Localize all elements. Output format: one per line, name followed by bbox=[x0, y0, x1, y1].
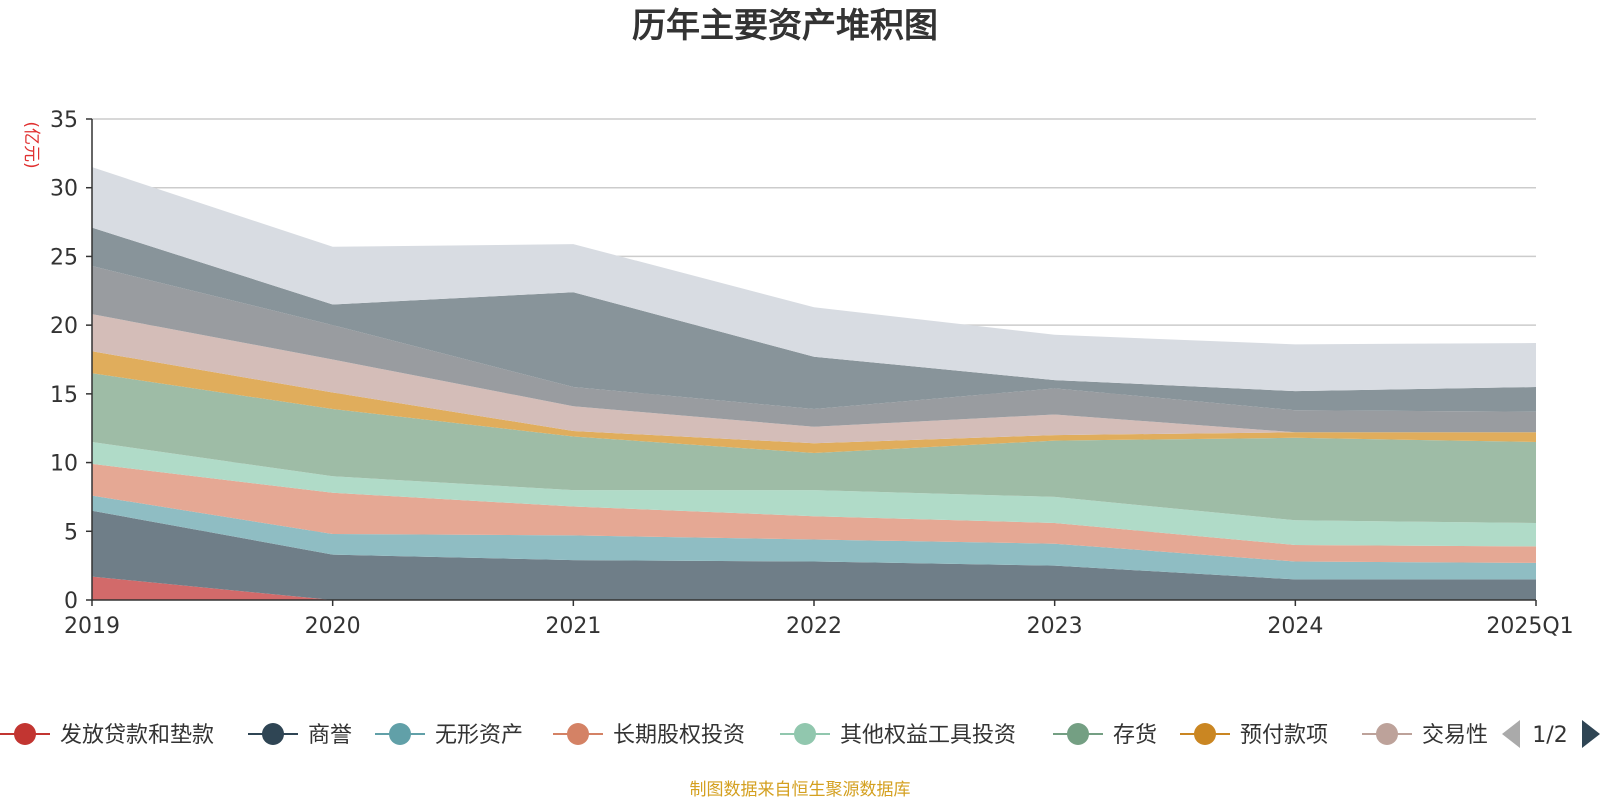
x-tick-label: 2025Q1 bbox=[1486, 614, 1573, 639]
legend-marker-icon bbox=[1376, 723, 1398, 745]
source-note: 制图数据来自恒生聚源数据库 bbox=[690, 780, 911, 800]
x-tick-label: 2021 bbox=[545, 614, 601, 639]
y-axis-ticks: 0 5 10 15 20 25 30 35 bbox=[50, 108, 92, 614]
legend-label: 预付款项 bbox=[1240, 723, 1328, 748]
legend-marker-icon bbox=[567, 723, 589, 745]
x-tick-label: 2024 bbox=[1267, 614, 1323, 639]
legend-marker-icon bbox=[389, 723, 411, 745]
area-series bbox=[92, 351, 1536, 453]
x-tick-label: 2023 bbox=[1027, 614, 1083, 639]
area-series bbox=[92, 266, 1536, 433]
area-series bbox=[92, 510, 1536, 600]
legend-label: 发放贷款和垫款 bbox=[60, 723, 214, 748]
legend-item[interactable]: 预付款项 bbox=[1180, 723, 1328, 748]
y-tick-label: 5 bbox=[64, 520, 78, 545]
x-tick-label: 2022 bbox=[786, 614, 842, 639]
legend-label: 无形资产 bbox=[435, 723, 523, 748]
legend-item[interactable]: 存货 bbox=[1053, 723, 1157, 748]
legend-pager: 1/2 bbox=[1502, 720, 1600, 748]
legend-marker-icon bbox=[262, 723, 284, 745]
legend-marker-icon bbox=[1194, 723, 1216, 745]
area-series bbox=[92, 495, 1536, 580]
legend-label: 长期股权投资 bbox=[613, 723, 745, 748]
x-axis-ticks: 2019 2020 2021 2022 2023 2024 2025Q1 bbox=[64, 600, 1574, 639]
legend-label: 其他权益工具投资 bbox=[840, 723, 1016, 748]
legend-item[interactable]: 无形资产 bbox=[375, 723, 523, 748]
legend-item[interactable]: 交易性 bbox=[1362, 723, 1488, 748]
y-tick-label: 15 bbox=[50, 383, 78, 408]
legend-page-indicator: 1/2 bbox=[1532, 723, 1567, 748]
stacked-areas bbox=[92, 167, 1536, 600]
legend-item[interactable]: 发放贷款和垫款 bbox=[0, 723, 214, 748]
legend-label: 存货 bbox=[1113, 723, 1157, 748]
area-series bbox=[92, 463, 1536, 563]
area-series bbox=[92, 576, 1536, 600]
legend-item[interactable]: 长期股权投资 bbox=[553, 723, 745, 748]
legend-item[interactable]: 其他权益工具投资 bbox=[780, 723, 1016, 748]
area-series bbox=[92, 373, 1536, 523]
area-series bbox=[92, 442, 1536, 547]
legend-marker-icon bbox=[794, 723, 816, 745]
area-series bbox=[92, 227, 1536, 412]
y-axis-unit-label: (亿元) bbox=[21, 121, 41, 168]
x-tick-label: 2019 bbox=[64, 614, 120, 639]
legend-next-page-icon[interactable] bbox=[1582, 720, 1600, 748]
chart-title: 历年主要资产堆积图 bbox=[632, 6, 938, 46]
legend: 发放贷款和垫款 商誉 无形资产 长期股权投资 其他权益工具投资 存货 预付款项 交易性 bbox=[0, 723, 1488, 748]
legend-label: 商誉 bbox=[308, 723, 352, 748]
y-tick-label: 25 bbox=[50, 245, 78, 270]
legend-label: 交易性 bbox=[1422, 723, 1488, 748]
y-tick-label: 0 bbox=[64, 589, 78, 614]
legend-prev-page-icon[interactable] bbox=[1502, 720, 1520, 748]
legend-item[interactable]: 商誉 bbox=[248, 723, 352, 748]
y-tick-label: 30 bbox=[50, 177, 78, 202]
legend-marker-icon bbox=[14, 723, 36, 745]
y-tick-label: 35 bbox=[50, 108, 78, 133]
x-tick-label: 2020 bbox=[305, 614, 361, 639]
area-series bbox=[92, 167, 1536, 392]
legend-marker-icon bbox=[1067, 723, 1089, 745]
y-tick-label: 20 bbox=[50, 314, 78, 339]
area-series bbox=[92, 314, 1536, 444]
y-tick-label: 10 bbox=[50, 452, 78, 477]
